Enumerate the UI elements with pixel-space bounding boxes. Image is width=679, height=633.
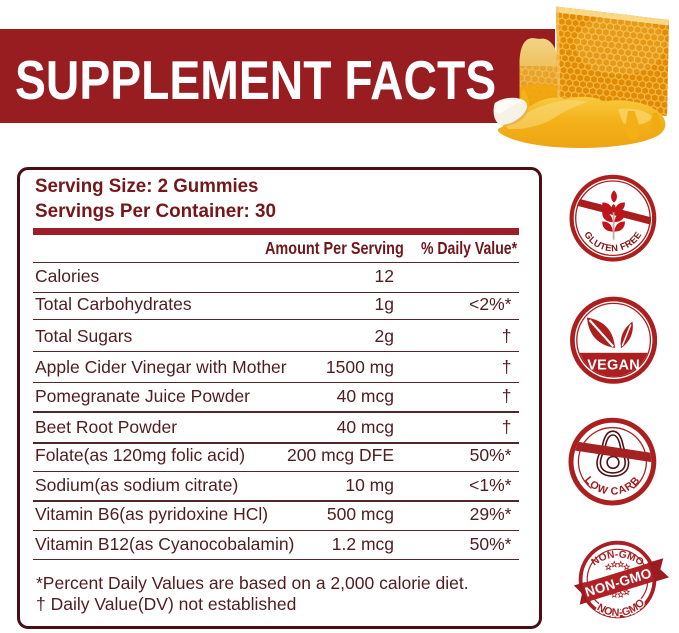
svg-text:VEGAN: VEGAN	[587, 357, 640, 373]
svg-text:NON-GMO: NON-GMO	[595, 597, 647, 619]
svg-text:NON-GMO: NON-GMO	[590, 549, 646, 568]
